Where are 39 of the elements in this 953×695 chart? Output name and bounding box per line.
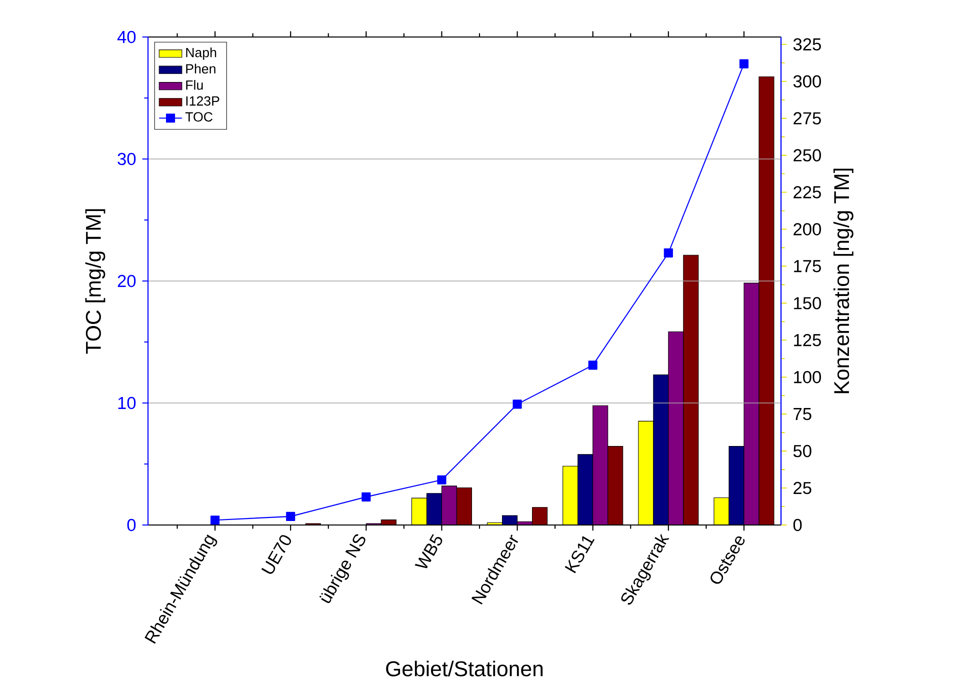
- point: [210, 516, 220, 525]
- point: [588, 360, 598, 370]
- x-axis-title: Gebiet/Stationen: [386, 660, 543, 676]
- y2-tick-label: 75: [794, 408, 812, 420]
- y2-tick-label: 125: [794, 334, 821, 346]
- y2-tick-label: 325: [793, 38, 821, 51]
- y-tick-label: 20: [118, 274, 136, 288]
- y2-tick-label: 225: [794, 186, 821, 198]
- y2-tick-label: 50: [793, 444, 812, 458]
- point: [286, 512, 296, 521]
- legend-label: TOC: [185, 112, 212, 122]
- y2-tick-label: 250: [794, 149, 821, 162]
- point: [512, 400, 522, 409]
- y2-tick-label: 25: [794, 482, 812, 494]
- legend-label: I123P: [186, 96, 220, 106]
- bar: [426, 493, 442, 525]
- legend-label: Phen: [186, 64, 216, 74]
- bar: [728, 446, 744, 525]
- y-tick-label: 40: [117, 30, 136, 44]
- y2-tick-label: 100: [794, 370, 821, 384]
- y-tick-label: 10: [118, 396, 136, 410]
- y-tick-label: 30: [118, 152, 136, 166]
- y2-tick-label: 0: [793, 518, 802, 532]
- point: [739, 59, 749, 68]
- legend-label: Flu: [186, 80, 203, 90]
- y2-tick-label: 150: [794, 297, 821, 310]
- y2-axis-title: Konzentration [ng/g TM]: [833, 168, 854, 394]
- y2-tick-label: 200: [794, 223, 821, 236]
- bar: [578, 454, 594, 525]
- point: [437, 475, 446, 484]
- point: [664, 248, 673, 258]
- y-axis-title: TOC [mg/g TM]: [85, 209, 106, 354]
- bar: [653, 374, 669, 525]
- y2-tick-label: 275: [794, 112, 821, 124]
- legend-label: Naph: [186, 47, 216, 60]
- y2-tick-label: 175: [794, 260, 821, 272]
- point: [362, 492, 371, 502]
- y-tick-label: 0: [127, 518, 136, 532]
- y2-tick-label: 300: [793, 75, 821, 88]
